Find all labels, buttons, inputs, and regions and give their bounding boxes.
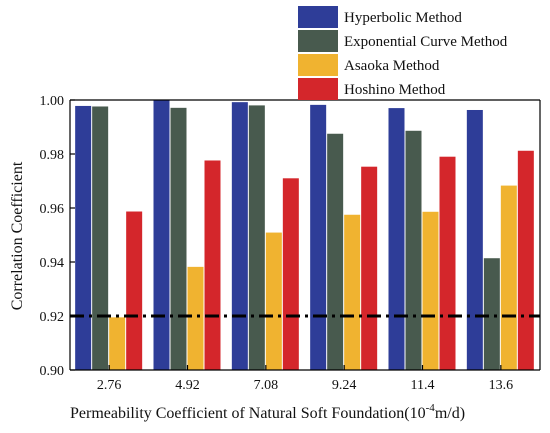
bar-2-5 (405, 130, 422, 370)
bar-2-2 (170, 107, 187, 370)
x-tick-label-1: 2.76 (97, 378, 122, 393)
bar-2-3 (248, 105, 265, 371)
bar-1-5 (388, 108, 405, 370)
ticks-group: 0.90 0.92 0.94 0.96 0.98 1.00 2.76 4.92 7.08 9.24… (40, 94, 514, 393)
legend-swatch-1 (298, 6, 338, 28)
x-tick-label-3: 7.08 (254, 378, 279, 393)
legend-label-1: Hyperbolic Method (344, 10, 462, 26)
x-axis-title-unit: m/d) (435, 405, 465, 422)
bar-2-6 (483, 258, 500, 370)
x-axis-title: Permeability Coefficient of Natural Soft… (70, 402, 465, 422)
bar-4-6 (517, 150, 534, 370)
bar-4-4 (361, 166, 378, 370)
y-tick-label-3: 0.94 (40, 256, 65, 271)
legend-swatch-3 (298, 54, 338, 76)
x-axis-title-exponent: -4 (426, 402, 436, 414)
legend-label-4: Hoshino Method (344, 82, 446, 98)
y-tick-label-1: 0.90 (40, 364, 65, 379)
bar-1-6 (466, 109, 483, 371)
bar-4-2 (204, 160, 221, 370)
legend-swatch-2 (298, 30, 338, 52)
bar-3-2 (187, 266, 204, 370)
y-tick-label-2: 0.92 (40, 310, 65, 325)
legend-swatch-4 (298, 78, 338, 100)
bar-3-1 (109, 317, 126, 370)
legend-label-2: Exponential Curve Method (344, 34, 508, 50)
bar-3-4 (344, 214, 361, 370)
bars-group (75, 100, 534, 371)
x-tick-label-4: 9.24 (332, 378, 357, 393)
bar-4-1 (126, 211, 143, 370)
bar-4-3 (282, 178, 299, 370)
bar-2-1 (92, 106, 109, 370)
legend: Hyperbolic Method Exponential Curve Metho… (298, 6, 508, 100)
x-tick-label-5: 11.4 (411, 378, 435, 393)
x-tick-label-2: 4.92 (175, 378, 200, 393)
y-axis-title: Correlation Coefficient (9, 161, 26, 310)
bar-3-5 (422, 211, 439, 370)
y-tick-label-5: 0.98 (40, 148, 65, 163)
bar-3-6 (500, 185, 517, 370)
y-tick-label-4: 0.96 (40, 202, 65, 217)
bar-3-3 (265, 232, 282, 370)
legend-label-3: Asaoka Method (344, 58, 440, 74)
x-tick-label-6: 13.6 (489, 378, 514, 393)
bar-1-2 (153, 100, 170, 370)
x-axis-title-main: Permeability Coefficient of Natural Soft… (70, 405, 426, 422)
bar-4-5 (439, 156, 456, 370)
bar-2-4 (327, 133, 344, 370)
bar-1-4 (310, 104, 327, 371)
bar-1-3 (231, 102, 248, 370)
bar-1-1 (75, 105, 92, 370)
y-tick-label-6: 1.00 (40, 94, 65, 109)
